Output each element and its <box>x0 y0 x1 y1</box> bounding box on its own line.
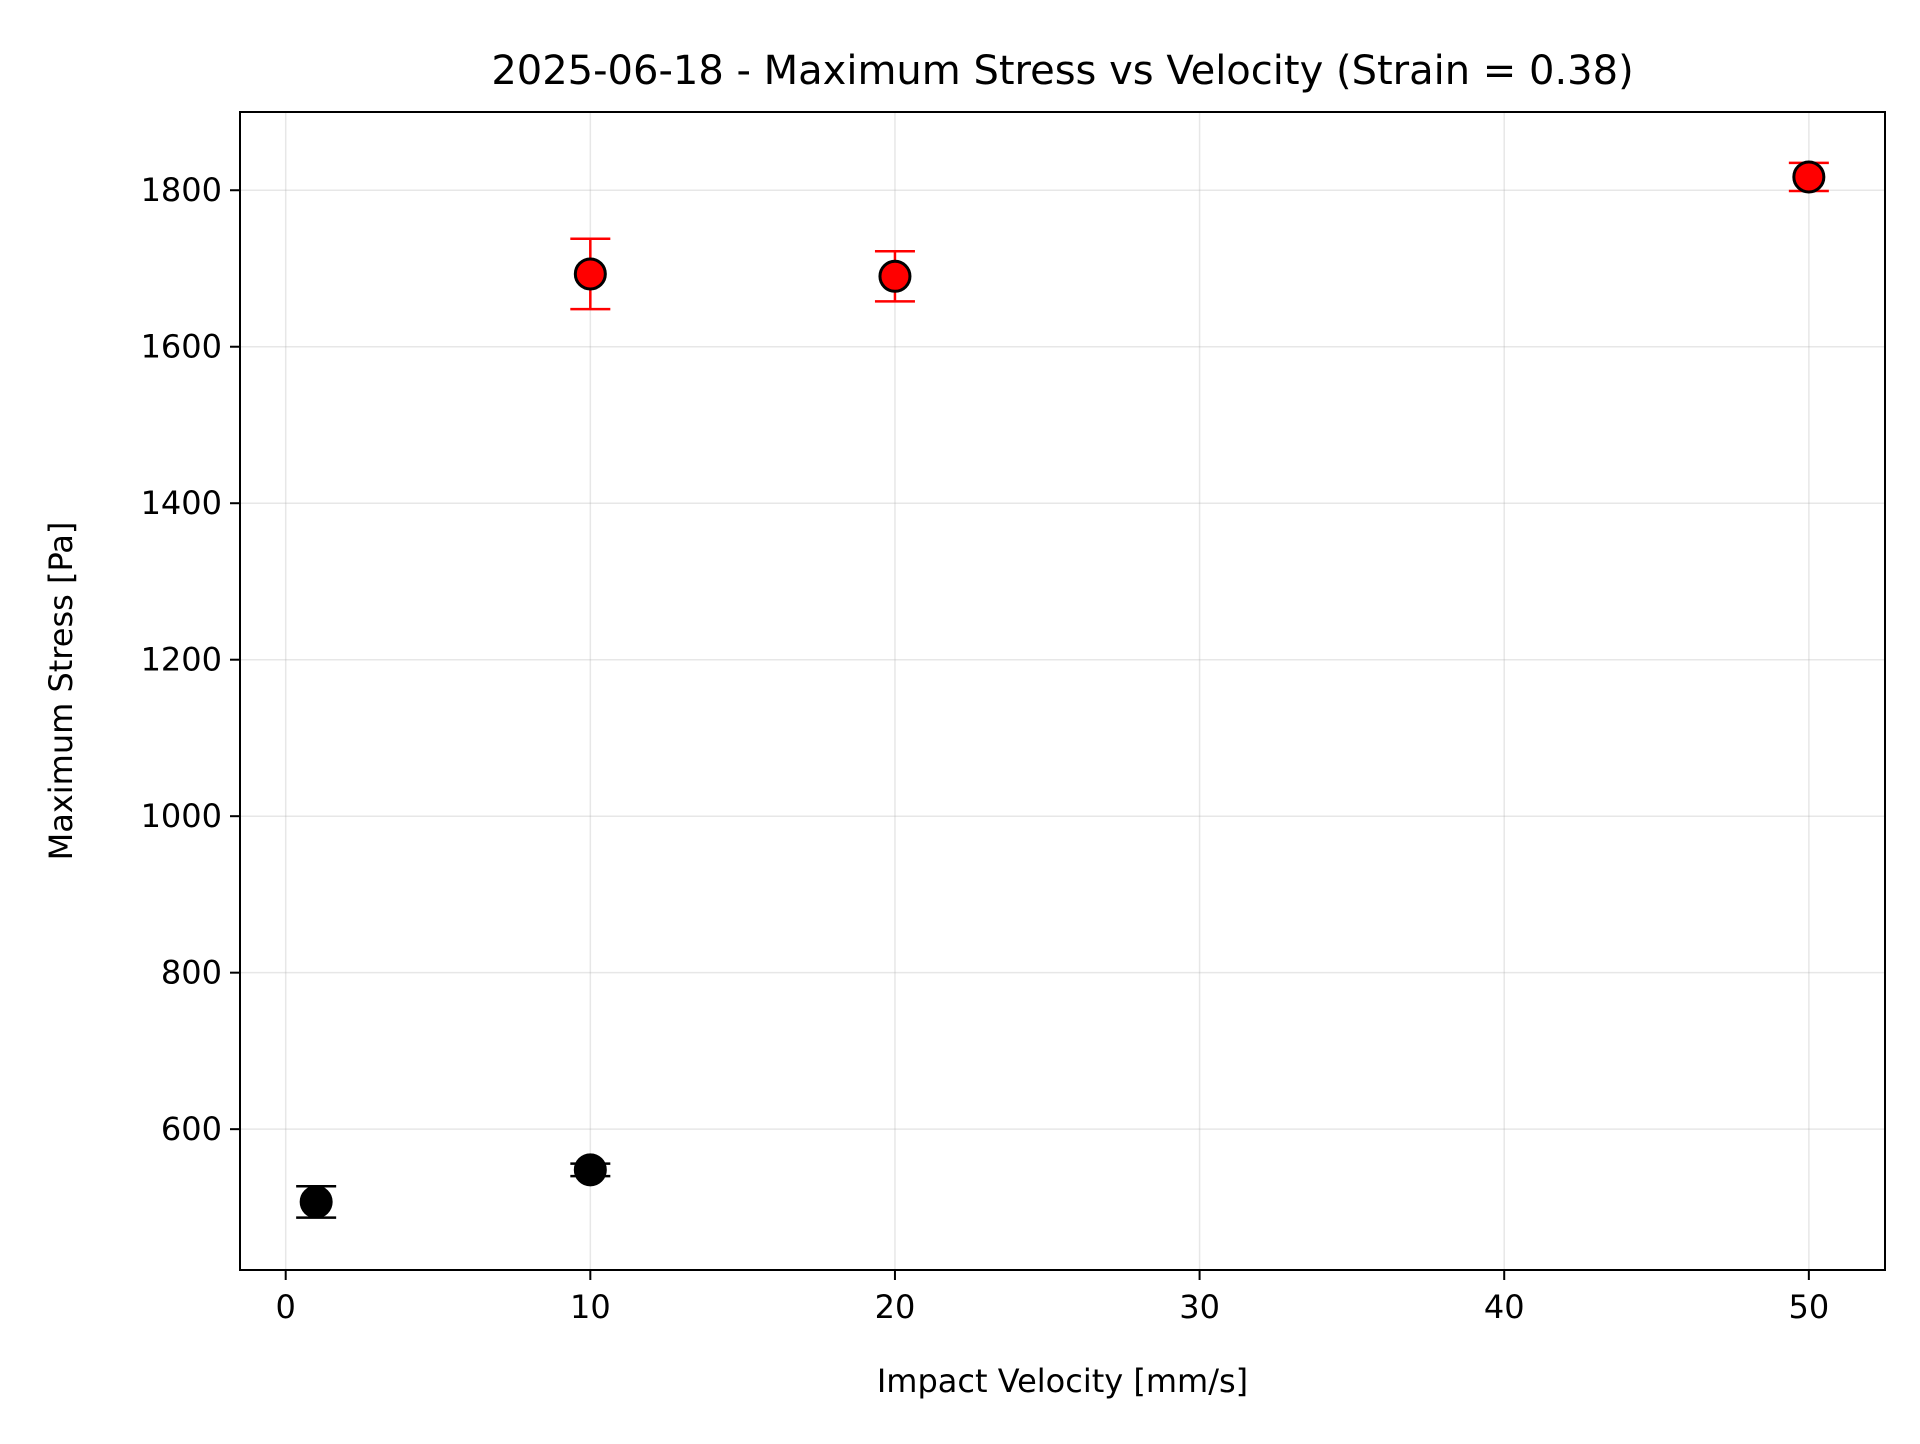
chart-title: 2025-06-18 - Maximum Stress vs Velocity … <box>491 48 1633 94</box>
data-point <box>573 257 607 291</box>
data-point <box>878 259 912 293</box>
x-tick-label: 10 <box>570 1288 611 1326</box>
y-tick-label: 1600 <box>141 328 222 366</box>
x-tick-label: 20 <box>875 1288 916 1326</box>
data-point <box>573 1153 607 1187</box>
data-point <box>1792 160 1826 194</box>
x-tick-label: 40 <box>1484 1288 1525 1326</box>
y-tick-label: 1800 <box>141 171 222 209</box>
data-layer <box>296 160 1829 1219</box>
x-axis-label: Impact Velocity [mm/s] <box>877 1362 1248 1400</box>
y-tick-label: 1400 <box>141 484 222 522</box>
grid-lines <box>240 112 1885 1270</box>
data-point <box>299 1185 333 1219</box>
y-tick-label: 600 <box>161 1110 222 1148</box>
x-tick-label: 30 <box>1179 1288 1220 1326</box>
y-axis-label: Maximum Stress [Pa] <box>42 522 80 861</box>
x-tick-label: 0 <box>276 1288 296 1326</box>
tick-layer: 0 10 20 30 40 50 600 800 1000 1200 1400 1600 1800 <box>141 171 1830 1326</box>
plot-frame <box>239 111 1886 1271</box>
y-tick-label: 800 <box>161 954 222 992</box>
y-tick-label: 1200 <box>141 641 222 679</box>
y-tick-label: 1000 <box>141 797 222 835</box>
x-tick-label: 50 <box>1788 1288 1829 1326</box>
